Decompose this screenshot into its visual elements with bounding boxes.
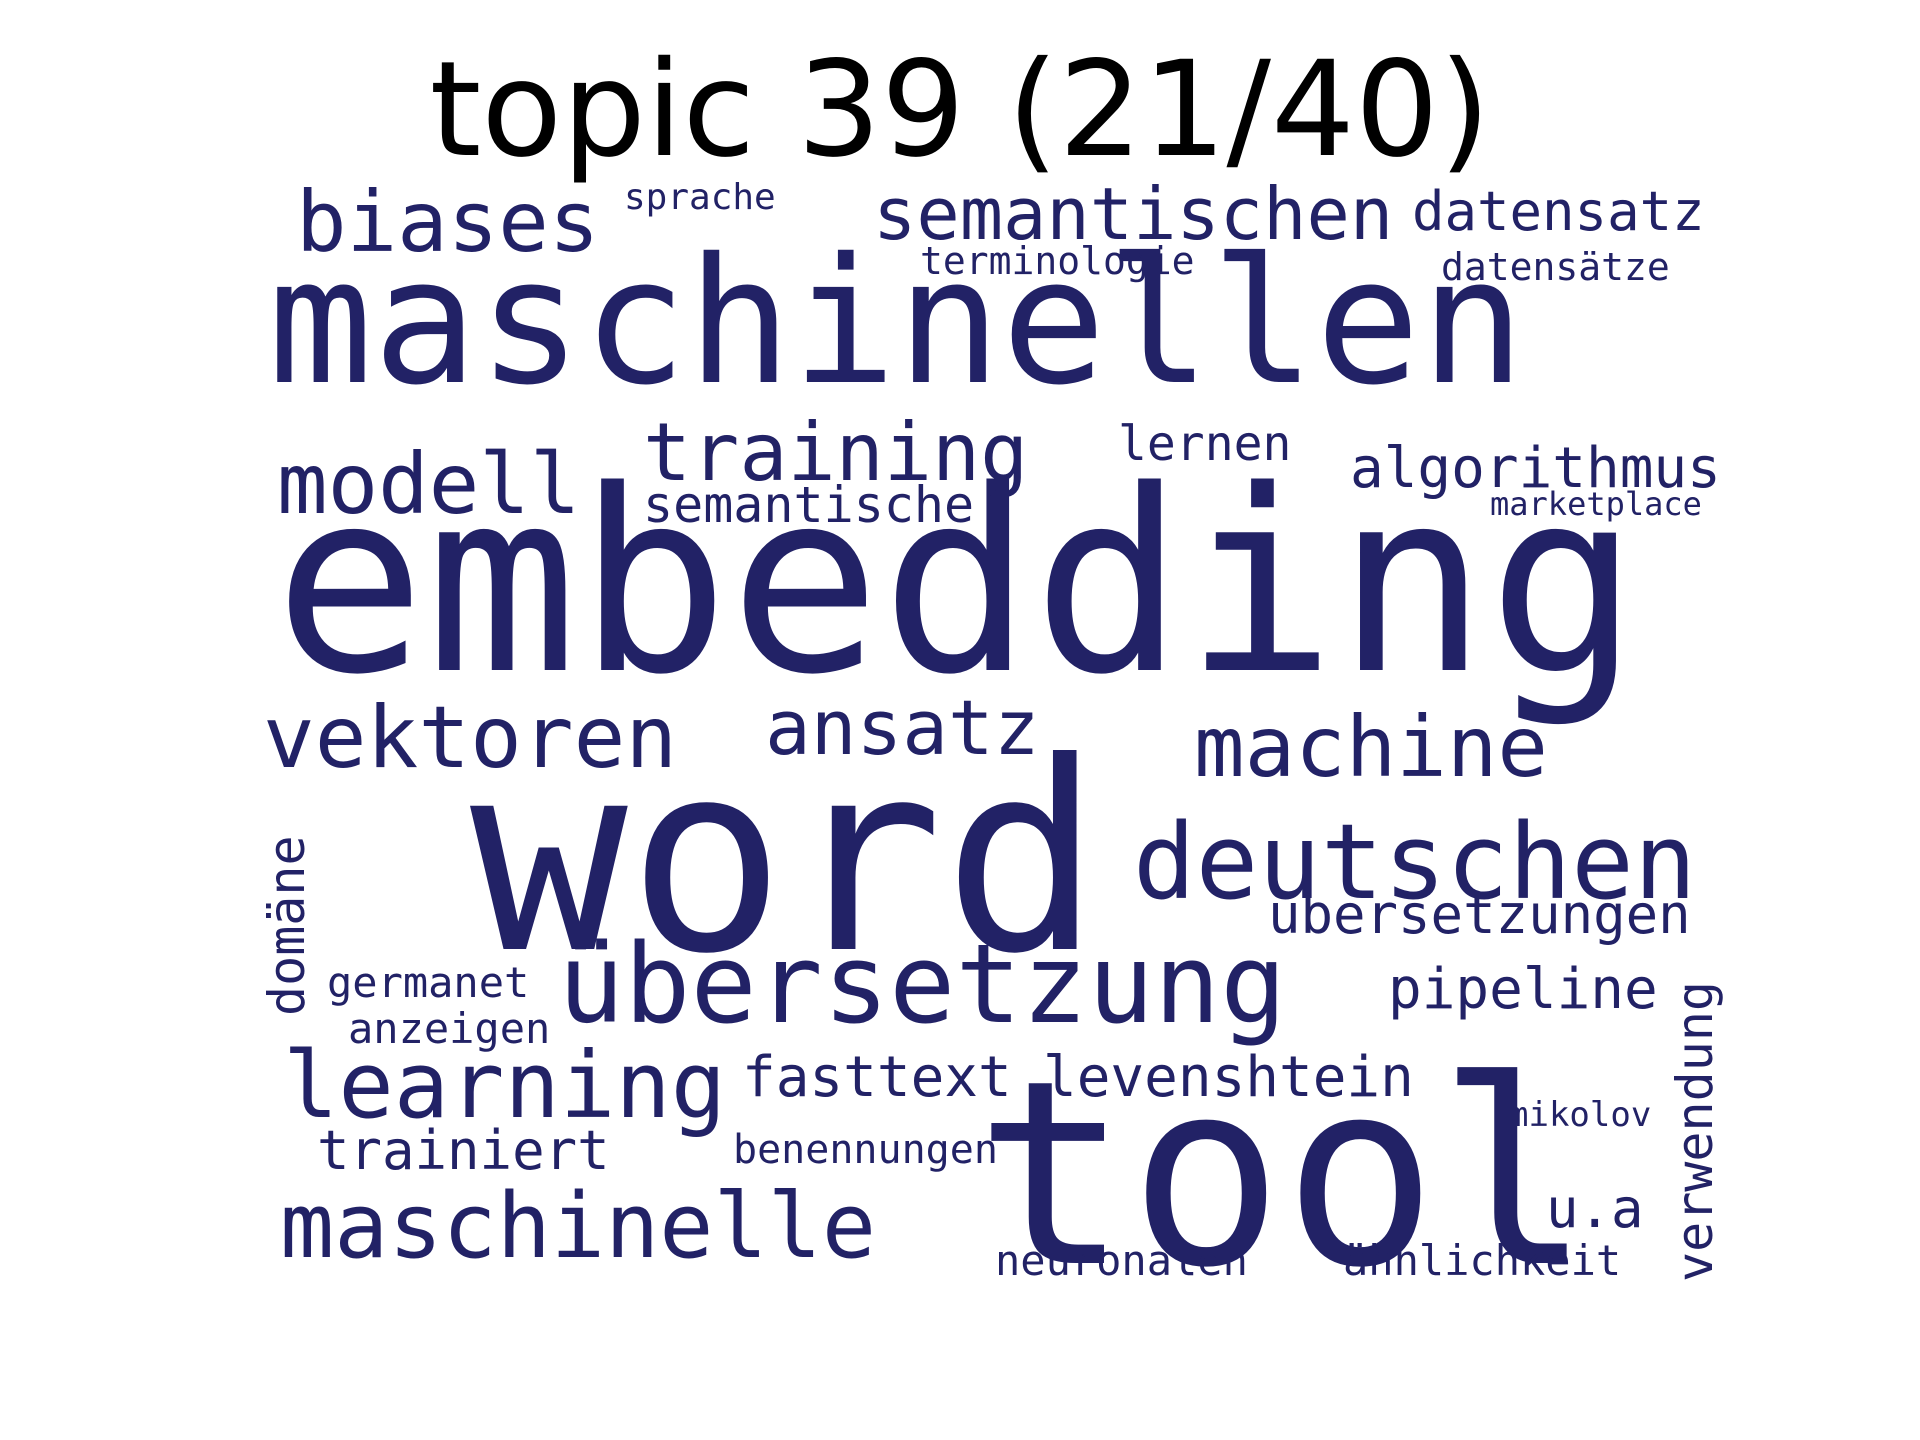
- word-biases: biases: [296, 173, 600, 271]
- word-datensätze: datensätze: [1441, 245, 1670, 289]
- word-sprache: sprache: [624, 177, 776, 218]
- word-benennungen: benennungen: [733, 1127, 998, 1173]
- word-modell: modell: [277, 435, 581, 533]
- word-embedding: embedding: [274, 437, 1640, 730]
- word-datensatz: datensatz: [1412, 180, 1705, 243]
- word-übersetzung: übersetzung: [558, 920, 1287, 1048]
- word-machine: machine: [1194, 698, 1549, 796]
- word-u.a: u.a: [1546, 1177, 1644, 1240]
- word-semantische: semantische: [643, 476, 975, 534]
- word-maschinellen: maschinellen: [268, 221, 1526, 424]
- word-algorithmus: algorithmus: [1350, 436, 1721, 501]
- word-lernen: lernen: [1118, 416, 1292, 472]
- word-deutschen: deutschen: [1133, 801, 1697, 923]
- word-training: training: [643, 406, 1029, 499]
- word-verwendung: verwendung: [1666, 980, 1724, 1282]
- word-maschinelle: maschinelle: [280, 1174, 877, 1279]
- word-neuronalen: neuronalen: [995, 1236, 1248, 1285]
- word-germanet: germanet: [327, 958, 530, 1007]
- word-tool: tool: [975, 1026, 1592, 1324]
- word-terminologie: terminologie: [920, 239, 1195, 283]
- word-fasttext: fasttext: [742, 1045, 1012, 1110]
- word-levenshtein: levenshtein: [1043, 1045, 1414, 1110]
- word-marketplace: marketplace: [1490, 485, 1702, 523]
- word-semantischen: semantischen: [873, 172, 1394, 256]
- word-word: word: [470, 706, 1101, 1011]
- word-übersetzungen: übersetzungen: [1268, 883, 1691, 946]
- word-anzeigen: anzeigen: [348, 1004, 551, 1053]
- word-domäne-vertical: domäne: [258, 835, 316, 1016]
- word-vektoren: vektoren: [263, 688, 678, 788]
- chart-title: topic 39 (21/40): [429, 33, 1491, 187]
- word-ansatz: ansatz: [765, 683, 1040, 772]
- word-trainiert: trainiert: [317, 1119, 610, 1182]
- word-pipeline: pipeline: [1388, 957, 1658, 1022]
- word-learning: learning: [283, 1032, 727, 1139]
- word-mikolov: mikolov: [1508, 1095, 1652, 1135]
- word-ähnlichkeit: ähnlichkeit: [1343, 1236, 1622, 1285]
